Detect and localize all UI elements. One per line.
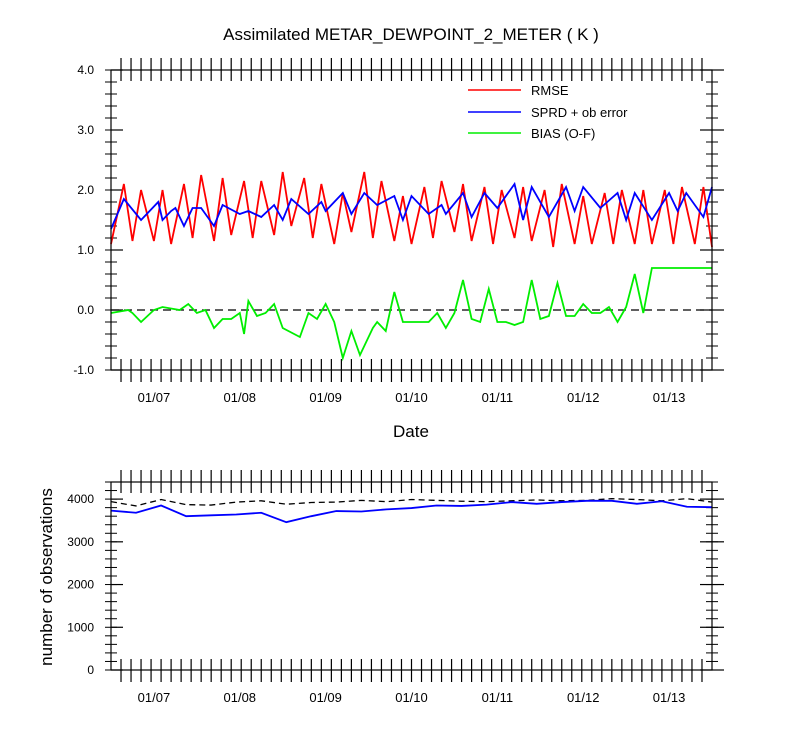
top-xtick-label: 01/13 (653, 390, 686, 405)
top-ytick-label: -1.0 (73, 363, 94, 377)
bottom-xtick-label: 01/12 (567, 690, 600, 705)
bottom-xtick-label: 01/13 (653, 690, 686, 705)
top-series-rmse (110, 171, 713, 248)
legend-label-bias: BIAS (O-F) (531, 126, 595, 141)
top-xtick-label: 01/07 (138, 390, 171, 405)
y-axis-label-observations: number of observations (37, 488, 56, 666)
top-ticks: 01/07 01/08 01/09 01/10 01/11 01/12 01/13 -1.0 0… (73, 58, 724, 405)
bottom-xtick-label: 01/09 (309, 690, 342, 705)
bottom-series-possible (110, 498, 713, 507)
bottom-ytick-label: 0 (87, 663, 94, 677)
bottom-series (110, 498, 713, 524)
top-series (110, 171, 713, 362)
top-xtick-label: 01/11 (482, 390, 514, 405)
top-ytick-label: 1.0 (77, 243, 94, 257)
bottom-xtick-label: 01/10 (395, 690, 428, 705)
bottom-ytick-label: 3000 (67, 535, 94, 549)
bottom-plot-frame (110, 481, 713, 671)
top-ytick-label: 3.0 (77, 123, 94, 137)
bottom-ytick-label: 1000 (67, 620, 94, 634)
legend-label-rmse: RMSE (531, 83, 569, 98)
top-ytick-label: 4.0 (77, 63, 94, 77)
top-xtick-label: 01/09 (309, 390, 342, 405)
bottom-series-assimilated (110, 499, 713, 524)
top-ytick-label: 2.0 (77, 183, 94, 197)
top-xtick-label: 01/12 (567, 390, 600, 405)
top-chart: Assimilated METAR_DEWPOINT_2_METER ( K )… (73, 25, 724, 441)
bottom-ytick-label: 2000 (67, 578, 94, 592)
legend-label-sprd: SPRD + ob error (531, 105, 628, 120)
bottom-xtick-label: 01/08 (224, 690, 257, 705)
bottom-xtick-label: 01/11 (482, 690, 514, 705)
bottom-ticks: 01/07 01/08 01/09 01/10 01/11 01/12 01/13 0 1000… (67, 470, 724, 705)
top-ytick-label: 0.0 (77, 303, 94, 317)
top-plot-frame (110, 69, 713, 371)
chart-title: Assimilated METAR_DEWPOINT_2_METER ( K ) (223, 25, 599, 44)
top-series-bias-o-f- (110, 267, 712, 362)
top-xtick-label: 01/08 (224, 390, 257, 405)
bottom-xtick-label: 01/07 (138, 690, 171, 705)
x-axis-label: Date (393, 422, 429, 441)
top-series-sprd-ob-error (110, 181, 713, 230)
bottom-chart: 01/07 01/08 01/09 01/10 01/11 01/12 01/13 0 1000… (37, 470, 724, 705)
legend: RMSE SPRD + ob error BIAS (O-F) (468, 83, 628, 141)
top-xtick-label: 01/10 (395, 390, 428, 405)
bottom-ytick-label: 4000 (67, 492, 94, 506)
